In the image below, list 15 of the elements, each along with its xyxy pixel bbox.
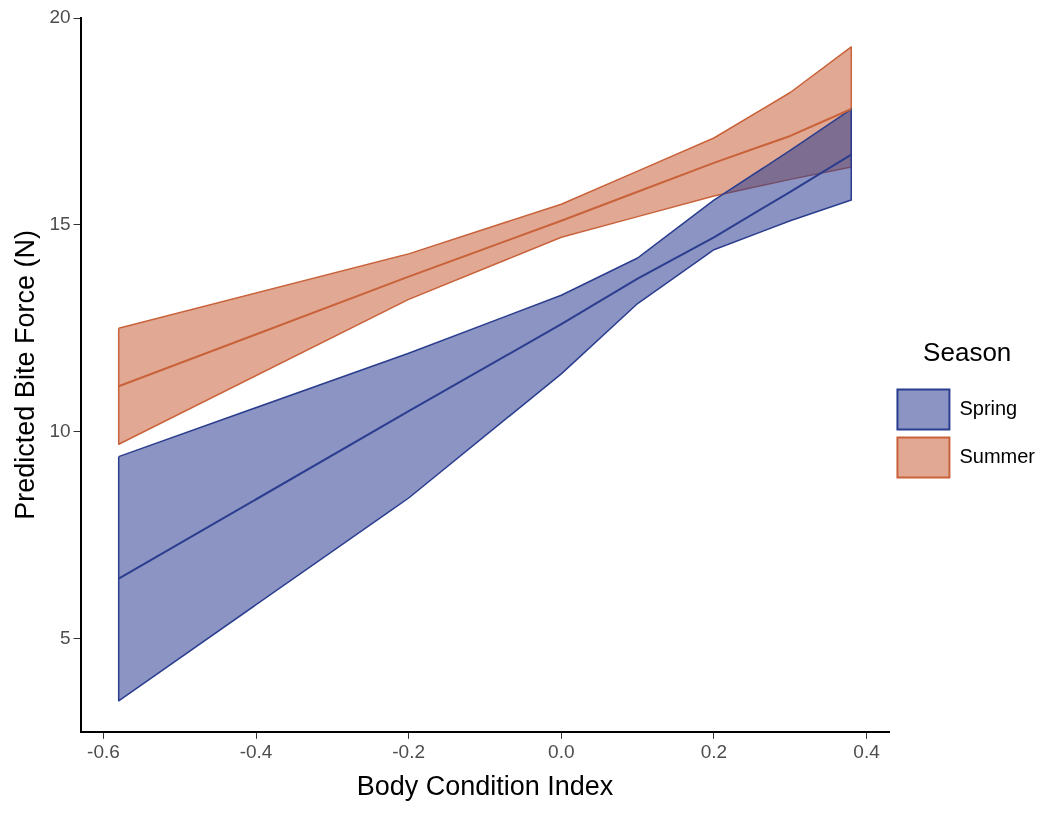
legend-label: Spring [959, 397, 1018, 420]
x-tick-label: -0.4 [239, 741, 273, 763]
x-tick-label: -0.2 [392, 741, 426, 763]
x-tick-label: 0.2 [700, 741, 728, 763]
y-tick-label: 20 [49, 6, 71, 28]
x-axis-title: Body Condition Index [356, 771, 614, 802]
legend-title: Season [923, 336, 1012, 367]
y-tick-label: 10 [49, 420, 71, 442]
x-tick-label: 0.4 [853, 741, 881, 763]
y-tick-label: 5 [59, 626, 71, 648]
x-tick-label: -0.6 [87, 741, 120, 763]
y-tick-label: 15 [49, 213, 71, 235]
legend-label: Summer [959, 445, 1036, 468]
y-axis-title: Predicted Bite Force (N) [9, 230, 40, 520]
x-tick-label: 0.0 [548, 741, 575, 763]
